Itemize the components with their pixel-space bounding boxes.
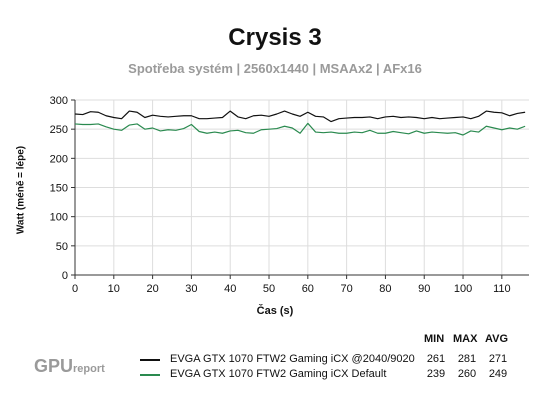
x-tick-label: 40: [224, 283, 236, 295]
stat-header-min: MIN: [424, 333, 445, 345]
stat-header-max: MAX: [453, 333, 478, 345]
chart-grid: [74, 99, 529, 276]
x-tick-label: 50: [263, 283, 275, 295]
y-tick-label: 250: [50, 124, 68, 136]
x-tick-label: 0: [72, 283, 78, 295]
logo-suffix-text: report: [73, 363, 105, 375]
x-tick-label: 100: [454, 283, 472, 295]
chart-subtitle: Spotřeba systém | 2560x1440 | MSAAx2 | A…: [128, 61, 422, 76]
chart-series: [74, 110, 526, 136]
legend-avg-oc: 271: [488, 353, 508, 365]
legend-item-oc: EVGA GTX 1070 FTW2 Gaming iCX @2040/9020…: [140, 353, 520, 367]
x-tick-label: 80: [379, 283, 391, 295]
y-axis-label: Watt (méně = lépe): [15, 145, 27, 235]
y-tick-label: 100: [50, 212, 68, 224]
y-tick-label: 200: [50, 153, 68, 165]
series-line-default: [74, 122, 526, 136]
x-tick-label: 110: [493, 283, 511, 295]
legend-label-oc: EVGA GTX 1070 FTW2 Gaming iCX @2040/9020: [170, 353, 415, 365]
logo-main-text: GPU: [34, 356, 74, 376]
legend-min-default: 239: [426, 368, 446, 380]
legend-min-oc: 261: [426, 353, 446, 365]
legend-swatch-default: [140, 374, 160, 376]
x-axis-label: Čas (s): [256, 305, 294, 317]
chart-title: Crysis 3: [228, 24, 322, 51]
legend-max-oc: 281: [457, 353, 477, 365]
x-tick-label: 20: [146, 283, 158, 295]
y-tick-label: 150: [50, 183, 68, 195]
x-tick-label: 10: [108, 283, 120, 295]
chart-axes: [71, 99, 529, 279]
legend-max-default: 260: [457, 368, 477, 380]
legend-item-default: EVGA GTX 1070 FTW2 Gaming iCX Default 23…: [140, 368, 520, 382]
legend-swatch-oc: [140, 359, 160, 361]
legend-label-default: EVGA GTX 1070 FTW2 Gaming iCX Default: [170, 368, 387, 380]
chart-tick-labels: 0 50 100 150 200 250 300 0 10 20 30 40 50 60 70 80 90 100…: [50, 95, 511, 295]
y-tick-label: 0: [62, 270, 68, 282]
x-tick-label: 90: [418, 283, 430, 295]
series-line-oc: [74, 110, 526, 123]
x-tick-label: 60: [302, 283, 314, 295]
y-tick-label: 300: [50, 95, 68, 107]
legend-avg-default: 249: [488, 368, 508, 380]
stat-header-avg: AVG: [485, 333, 509, 345]
y-tick-label: 50: [56, 241, 68, 253]
x-tick-label: 30: [185, 283, 197, 295]
gpureport-logo: GPUreport: [34, 356, 105, 377]
x-tick-label: 70: [340, 283, 352, 295]
